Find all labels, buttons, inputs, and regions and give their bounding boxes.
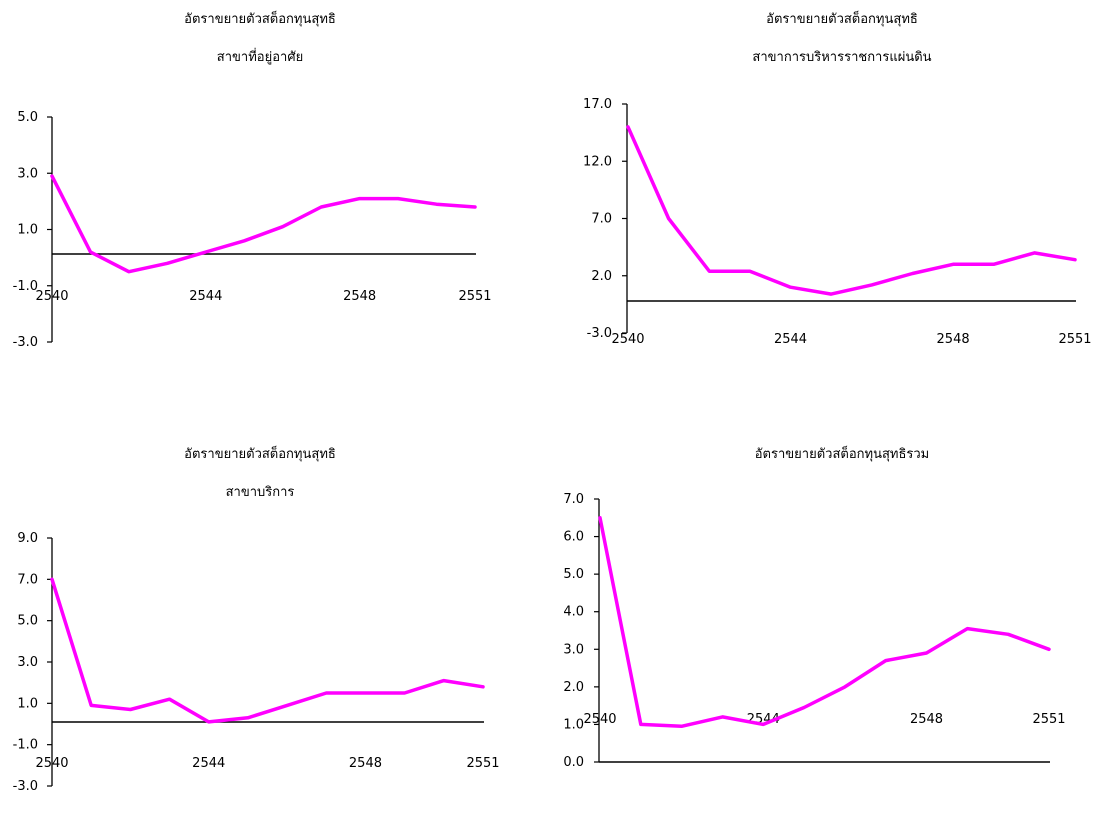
chart-2-x-tick-label: 2551 (1058, 332, 1091, 347)
chart-3-y-tick-label: 5.0 (17, 614, 38, 629)
chart-2-y-tick-label: -3.0 (587, 326, 612, 341)
chart-2-subtitle: สาขาการบริหารราชการแผ่นดิน (752, 50, 932, 65)
chart-2-y-tick-label: 2.0 (591, 269, 612, 284)
chart-4-y-tick-label: 7.0 (563, 492, 584, 507)
chart-4-y-tick-label: 1.0 (563, 717, 584, 732)
chart-3-subtitle: สาขาบริการ (225, 485, 295, 500)
chart-1-x-tick-label: 2540 (35, 289, 68, 304)
chart-3-title: อัตราขยายตัวสต็อกทุนสุทธิ (184, 447, 336, 462)
chart-3-y-tick-label: -1.0 (13, 738, 38, 753)
chart-4-y-tick-label: 5.0 (563, 567, 584, 582)
chart-3-y-tick-label: -3.0 (13, 779, 38, 794)
chart-4-y-tick-label: 6.0 (563, 530, 584, 545)
chart-2-x-tick-label: 2540 (611, 332, 644, 347)
chart-4-y-tick-label: 3.0 (563, 642, 584, 657)
chart-1-y-tick-label: 3.0 (17, 166, 38, 181)
chart-2-y-tick-label: 17.0 (583, 97, 612, 112)
chart-1-y-tick-label: 5.0 (17, 110, 38, 125)
chart-1-subtitle: สาขาที่อยู่อาศัย (216, 50, 304, 65)
chart-4-x-tick-label: 2551 (1032, 712, 1065, 727)
chart-4-y-tick-label: 0.0 (563, 755, 584, 770)
chart-2-y-tick-label: 7.0 (591, 212, 612, 227)
chart-4-series-line (598, 516, 1051, 729)
chart-4-y-tick-label: 4.0 (563, 605, 584, 620)
chart-4-x-tick-label: 2540 (583, 712, 616, 727)
chart-3-y-tick-label: 7.0 (17, 572, 38, 587)
chart-1-y-tick-label: -1.0 (13, 279, 38, 294)
chart-3-x-tick-label: 2548 (349, 756, 382, 771)
chart-1-x-tick-label: 2548 (343, 289, 376, 304)
chart-1-y-tick-label: -3.0 (13, 335, 38, 350)
chart-1-x-tick-label: 2551 (458, 289, 491, 304)
chart-1-x-tick-label: 2544 (189, 289, 222, 304)
chart-1-title: อัตราขยายตัวสต็อกทุนสุทธิ (184, 12, 336, 27)
chart-3-y-tick-label: 1.0 (17, 696, 38, 711)
chart-3-x-tick-label: 2551 (466, 756, 499, 771)
chart-3-x-tick-label: 2544 (192, 756, 225, 771)
chart-2-y-tick-label: 12.0 (583, 154, 612, 169)
chart-3-y-tick-label: 9.0 (17, 531, 38, 546)
chart-4-title: อัตราขยายตัวสต็อกทุนสุทธิรวม (754, 447, 930, 462)
chart-2-x-tick-label: 2544 (774, 332, 807, 347)
chart-2-title: อัตราขยายตัวสต็อกทุนสุทธิ (766, 12, 918, 27)
chart-2-x-tick-label: 2548 (937, 332, 970, 347)
chart-3-y-tick-label: 3.0 (17, 655, 38, 670)
chart-3-x-tick-label: 2540 (35, 756, 68, 771)
chart-1-series-line (50, 174, 477, 274)
chart-2-series-line (626, 125, 1077, 296)
chart-4-x-tick-label: 2548 (910, 712, 943, 727)
chart-3-series-line (50, 577, 485, 724)
chart-4-y-tick-label: 2.0 (563, 680, 584, 695)
chart-1-y-tick-label: 1.0 (17, 223, 38, 238)
